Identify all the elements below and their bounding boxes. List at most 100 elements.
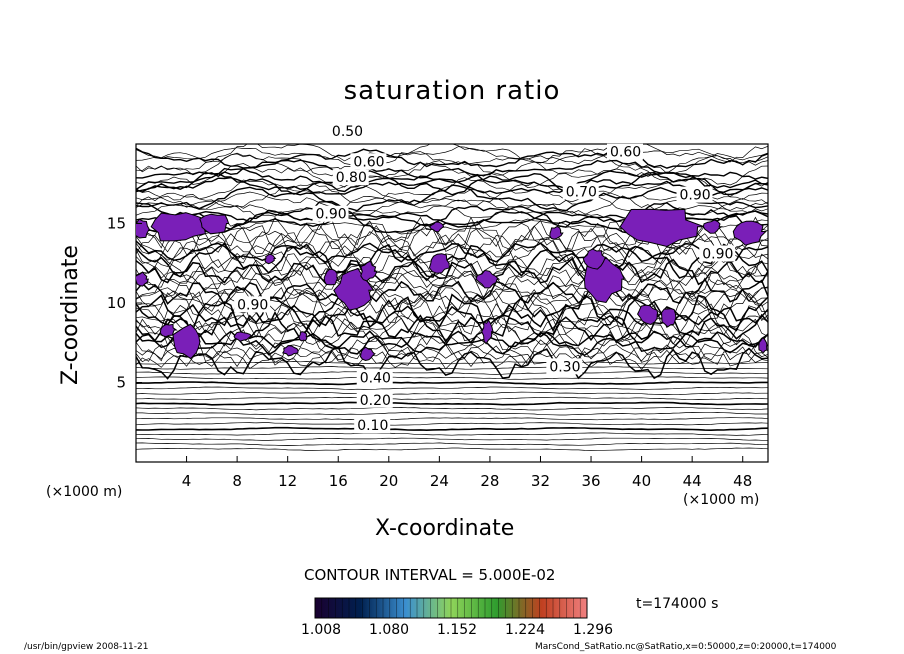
contour-line	[136, 432, 768, 436]
contour-line	[136, 265, 768, 302]
shaded-region	[298, 331, 308, 342]
shaded-region	[136, 271, 149, 287]
y-axis-label: Z-coordinate	[58, 245, 83, 385]
contour-line	[136, 412, 768, 416]
contour-label: 0.90	[315, 207, 346, 223]
shaded-region	[172, 323, 201, 360]
footer-source: MarsCond_SatRatio.nc@SatRatio,x=0:50000,…	[535, 642, 837, 652]
contour-line	[136, 349, 768, 370]
colorbar-tick-label: 1.080	[369, 622, 410, 638]
shaded-region	[481, 319, 494, 345]
x-tick-label: 12	[278, 472, 297, 490]
contour-line	[136, 242, 768, 279]
contour-line	[136, 426, 768, 432]
contour-line	[136, 422, 768, 426]
contour-label-bg	[607, 143, 643, 160]
shaded-region	[360, 260, 378, 282]
shaded-region	[637, 304, 659, 326]
contour-label-bg	[562, 183, 599, 200]
shaded-regions	[136, 208, 768, 362]
contour-label-bg	[676, 186, 713, 203]
shaded-region	[159, 323, 178, 338]
x-tick-label: 28	[480, 472, 499, 490]
contour-line	[136, 376, 768, 380]
colorbar-tick-label: 1.008	[301, 622, 342, 638]
shaded-region	[661, 308, 677, 328]
y-axis-ticks: 5 10 15	[107, 215, 142, 392]
contour-label-bg	[356, 369, 393, 386]
contour-line	[136, 231, 768, 266]
contour-label: 0.30	[549, 359, 580, 375]
contour-label: 0.40	[360, 371, 391, 387]
contour-line	[136, 269, 768, 291]
x-unit-label: (×1000 m)	[46, 484, 123, 500]
shaded-region	[758, 337, 768, 353]
contour-label-bg	[546, 358, 583, 375]
x-axis-ticks: 4 8 12 16 20 24 28 32 36 40 44 48	[182, 456, 752, 490]
contour-label: 0.70	[566, 184, 597, 200]
contour-line	[136, 396, 768, 401]
x-tick-label: 16	[329, 472, 348, 490]
shaded-region	[702, 219, 723, 234]
shaded-region	[475, 269, 501, 289]
shaded-region	[428, 221, 445, 233]
contour-label-bg	[354, 417, 391, 434]
footer-program: /usr/bin/gpview 2008-11-21	[24, 642, 149, 652]
x-tick-label: 4	[182, 472, 192, 490]
y-tick-label: 5	[116, 374, 126, 392]
contour-label-bg	[332, 169, 369, 186]
x-unit-label-right: (×1000 m)	[683, 492, 760, 508]
contour-line	[136, 254, 768, 282]
contour-label-bg	[328, 123, 365, 140]
contour-line	[136, 391, 768, 396]
shaded-region	[428, 253, 451, 274]
colorbar	[314, 597, 588, 619]
y-tick-label: 10	[107, 294, 126, 312]
contour-line	[136, 330, 768, 357]
contour-line	[136, 223, 768, 257]
shaded-region	[282, 345, 299, 357]
shaded-region	[732, 220, 768, 246]
contour-label: 0.90	[702, 246, 733, 262]
contour-label-bg	[699, 245, 736, 262]
contour-label: 0.90	[237, 297, 268, 313]
contour-label: 0.80	[336, 170, 367, 186]
contour-line	[136, 277, 768, 306]
contour-line	[136, 146, 768, 165]
shaded-region	[150, 212, 209, 242]
contour-line	[136, 437, 768, 441]
contour-line	[136, 189, 768, 216]
contour-line	[136, 345, 768, 380]
contour-line	[136, 401, 768, 406]
x-tick-label: 48	[733, 472, 752, 490]
contour-line	[136, 417, 768, 421]
time-label: t=174000 s	[636, 596, 719, 612]
colorbar-tick-label: 1.296	[573, 622, 614, 638]
contour-label: 0.20	[360, 393, 391, 409]
contour-line	[136, 181, 768, 210]
shaded-region	[582, 248, 608, 270]
contour-label: 0.50	[332, 124, 363, 140]
shaded-region	[323, 268, 339, 286]
colorbar-tick-label: 1.152	[437, 622, 478, 638]
chart-title: saturation ratio	[343, 76, 561, 106]
x-tick-label: 20	[379, 472, 398, 490]
contour-interval-label: CONTOUR INTERVAL = 5.000E-02	[304, 566, 556, 584]
x-tick-label: 24	[430, 472, 449, 490]
contour-label-bg	[312, 205, 349, 222]
contour-label: 0.60	[610, 145, 641, 161]
shaded-region	[549, 225, 564, 240]
contour-label: 0.90	[680, 188, 711, 204]
contour-line	[136, 381, 768, 386]
contour-line	[136, 442, 768, 446]
contour-line	[136, 144, 768, 164]
contour-line	[136, 386, 768, 390]
contour-line	[136, 240, 768, 272]
contour-line	[136, 162, 768, 188]
contour-label: 0.10	[357, 418, 388, 434]
contour-line	[136, 361, 768, 365]
shaded-region	[359, 346, 376, 362]
x-tick-label: 8	[232, 472, 242, 490]
x-axis-label: X-coordinate	[375, 516, 515, 541]
contour-label-bg	[234, 296, 271, 313]
